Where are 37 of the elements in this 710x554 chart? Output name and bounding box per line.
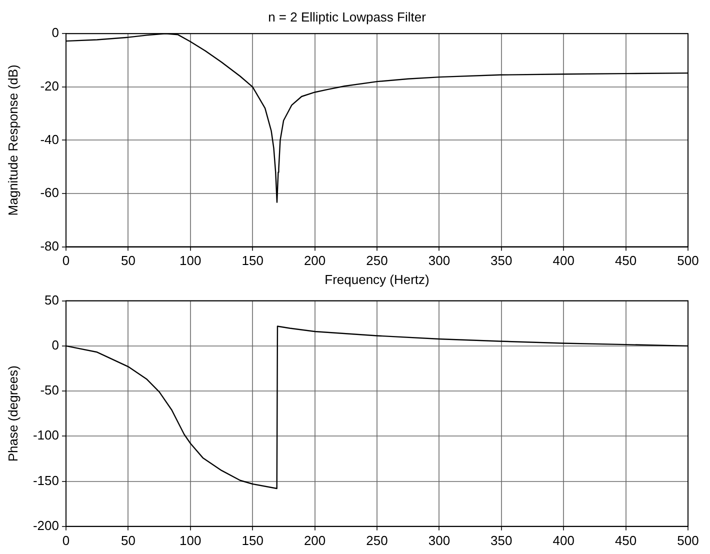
x-tick-label: 100 — [180, 532, 202, 548]
chart-title: n = 2 Elliptic Lowpass Filter — [268, 9, 427, 24]
y-tick-label: -20 — [40, 78, 59, 94]
y-tick-label: -150 — [32, 472, 59, 488]
x-tick-label: 400 — [552, 532, 574, 548]
x-tick-label: 400 — [552, 253, 574, 268]
x-tick-label: 450 — [614, 253, 637, 268]
x-tick-label: 50 — [120, 532, 136, 548]
y-axis-title: Magnitude Response (dB) — [5, 64, 20, 216]
y-tick-label: 0 — [52, 338, 59, 352]
y-tick-label: -200 — [32, 518, 59, 533]
y-tick-label: -100 — [32, 428, 59, 443]
x-tick-label: 200 — [304, 532, 326, 548]
x-tick-label: 300 — [428, 532, 450, 548]
x-tick-label: 50 — [120, 253, 136, 268]
y-tick-label: -40 — [40, 132, 59, 147]
x-tick-label: 100 — [180, 253, 202, 268]
x-tick-label: 300 — [428, 253, 450, 268]
x-tick-label: 500 — [677, 532, 699, 548]
x-tick-label: 0 — [62, 532, 70, 548]
y-axis-title: Phase (degrees) — [5, 366, 20, 462]
x-tick-label: 250 — [366, 532, 388, 548]
x-tick-label: 450 — [614, 532, 637, 548]
x-axis-title: Frequency (Hertz) — [324, 272, 430, 287]
x-tick-label: 500 — [677, 253, 699, 268]
y-tick-label: -60 — [40, 185, 59, 200]
x-tick-label: 0 — [62, 253, 70, 268]
x-tick-label: 250 — [366, 253, 388, 268]
x-tick-label: 350 — [490, 253, 512, 268]
x-tick-label: 150 — [242, 253, 264, 268]
y-tick-label: -80 — [40, 238, 59, 254]
x-tick-label: 150 — [242, 532, 264, 548]
x-tick-label: 350 — [490, 532, 512, 548]
y-tick-label: 50 — [44, 292, 59, 308]
x-tick-label: 200 — [304, 253, 326, 268]
y-tick-label: -50 — [40, 382, 59, 398]
y-tick-label: 0 — [52, 25, 59, 40]
